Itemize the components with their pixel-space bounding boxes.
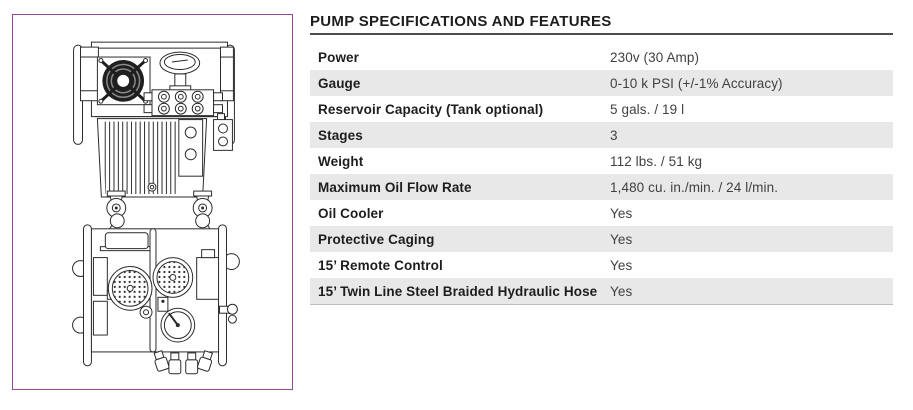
pump-side-view-drawing bbox=[73, 41, 235, 218]
spec-value: 112 lbs. / 51 kg bbox=[610, 153, 703, 169]
cage-knob-icon bbox=[195, 213, 211, 229]
spec-value: Yes bbox=[610, 283, 633, 299]
table-row: 15’ Remote Control Yes bbox=[310, 252, 893, 278]
spec-table: Power 230v (30 Amp) Gauge 0-10 k PSI (+/… bbox=[310, 44, 893, 305]
table-row: Protective Caging Yes bbox=[310, 226, 893, 252]
cooling-fan-icon bbox=[96, 56, 151, 106]
pump-illustration-panel bbox=[12, 14, 293, 390]
hose-fitting-icon bbox=[153, 350, 214, 375]
valve-manifold-icon bbox=[143, 89, 223, 117]
spec-value: Yes bbox=[610, 231, 633, 247]
spec-value: 1,480 cu. in./min. / 24 l/min. bbox=[610, 179, 779, 195]
spec-label: Stages bbox=[318, 127, 363, 143]
spec-label: Power bbox=[318, 49, 360, 65]
table-row: Stages 3 bbox=[310, 122, 893, 148]
valve-icon bbox=[219, 303, 238, 324]
table-row: Oil Cooler Yes bbox=[310, 200, 893, 226]
cage-knob-icon bbox=[109, 213, 125, 229]
spec-label: Reservoir Capacity (Tank optional) bbox=[318, 101, 544, 117]
spec-label: 15’ Remote Control bbox=[318, 257, 443, 273]
pump-drawings bbox=[72, 41, 240, 375]
spec-label: Protective Caging bbox=[318, 231, 435, 247]
pump-top-view-drawing bbox=[72, 213, 240, 375]
spec-value: Yes bbox=[610, 257, 633, 273]
table-row: 15’ Twin Line Steel Braided Hydraulic Ho… bbox=[310, 278, 893, 304]
spec-value: Yes bbox=[610, 205, 633, 221]
vent-grille-icon bbox=[107, 257, 194, 311]
finned-reservoir-icon bbox=[95, 116, 220, 198]
spec-label: Weight bbox=[318, 153, 364, 169]
table-row: Weight 112 lbs. / 51 kg bbox=[310, 148, 893, 174]
spec-section: PUMP SPECIFICATIONS AND FEATURES Power 2… bbox=[310, 13, 893, 305]
spec-label: Gauge bbox=[318, 75, 361, 91]
spec-label: Oil Cooler bbox=[318, 205, 384, 221]
table-row: Maximum Oil Flow Rate 1,480 cu. in./min.… bbox=[310, 174, 893, 200]
spec-value: 230v (30 Amp) bbox=[610, 49, 700, 65]
caster-wheel-icon bbox=[106, 190, 213, 218]
remote-socket-icon bbox=[213, 113, 233, 151]
spec-label: 15’ Twin Line Steel Braided Hydraulic Ho… bbox=[318, 283, 598, 299]
table-row: Power 230v (30 Amp) bbox=[310, 44, 893, 70]
spec-value: 0-10 k PSI (+/-1% Accuracy) bbox=[610, 75, 783, 91]
spec-table-title: PUMP SPECIFICATIONS AND FEATURES bbox=[310, 13, 893, 35]
spec-value: 5 gals. / 19 l bbox=[610, 101, 685, 117]
pressure-gauge-icon bbox=[160, 307, 196, 343]
oil-cap-icon bbox=[139, 305, 153, 319]
table-row: Gauge 0-10 k PSI (+/-1% Accuracy) bbox=[310, 70, 893, 96]
spec-label: Maximum Oil Flow Rate bbox=[318, 179, 472, 195]
table-row: Reservoir Capacity (Tank optional) 5 gal… bbox=[310, 96, 893, 122]
spec-value: 3 bbox=[610, 127, 618, 143]
